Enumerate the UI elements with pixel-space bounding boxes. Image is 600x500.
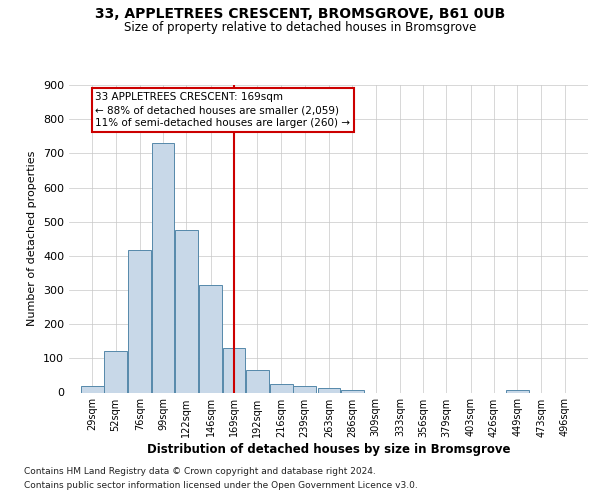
Bar (199, 285, 222, 393)
Text: Contains HM Land Registry data © Crown copyright and database right 2024.: Contains HM Land Registry data © Crown c… (24, 467, 376, 476)
Text: Size of property relative to detached houses in Bromsgrove: Size of property relative to detached ho… (124, 21, 476, 34)
Bar (104, 351, 127, 393)
Bar (128, 250, 151, 392)
Y-axis label: Number of detached properties: Number of detached properties (28, 151, 37, 326)
Bar (317, 388, 340, 392)
Text: Contains public sector information licensed under the Open Government Licence v3: Contains public sector information licen… (24, 481, 418, 490)
Bar (175, 230, 198, 392)
Bar (506, 390, 529, 392)
Bar (81, 386, 104, 392)
Bar (152, 143, 175, 392)
Bar (293, 386, 316, 392)
Bar (223, 348, 245, 393)
Bar (270, 384, 293, 392)
Bar (341, 390, 364, 392)
Text: 33, APPLETREES CRESCENT, BROMSGROVE, B61 0UB: 33, APPLETREES CRESCENT, BROMSGROVE, B61… (95, 8, 505, 22)
Bar (246, 370, 269, 392)
Text: Distribution of detached houses by size in Bromsgrove: Distribution of detached houses by size … (147, 442, 511, 456)
Text: 33 APPLETREES CRESCENT: 169sqm
← 88% of detached houses are smaller (2,059)
11% : 33 APPLETREES CRESCENT: 169sqm ← 88% of … (95, 92, 350, 128)
